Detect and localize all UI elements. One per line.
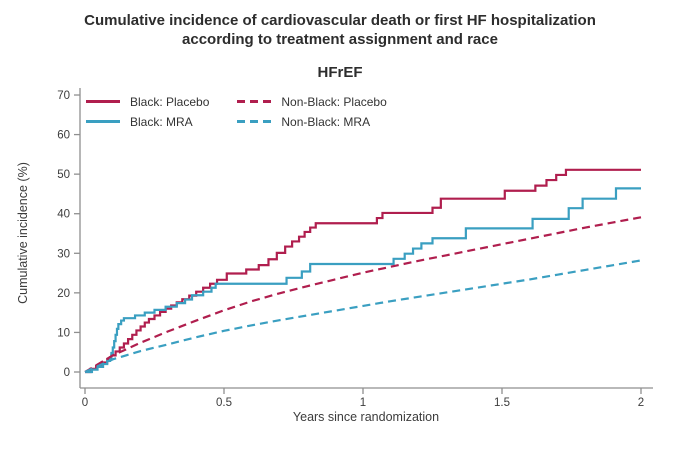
x-tick-label: 0.5 — [216, 397, 232, 409]
chart-subtitle: HFrEF — [317, 63, 363, 81]
x-axis-title: Years since randomization — [293, 410, 439, 424]
legend-solid-line-swatch — [86, 120, 120, 123]
legend-item-black-mra: Black: MRA — [86, 114, 209, 129]
legend-label: Non-Black: MRA — [281, 114, 371, 129]
legend-dashed-line-swatch — [237, 100, 272, 103]
y-tick-label: 40 — [57, 209, 70, 221]
x-tick-label: 2 — [638, 397, 644, 409]
series-line-black-placebo — [85, 168, 641, 374]
legend-label: Black: MRA — [130, 114, 193, 129]
y-tick-label: 30 — [57, 248, 70, 260]
legend-item-black-placebo: Black: Placebo — [86, 94, 209, 109]
legend-dashed-line-swatch — [237, 120, 272, 123]
legend-label: Non-Black: Placebo — [281, 94, 387, 109]
y-tick-label: 70 — [57, 90, 70, 102]
x-tick-label: 0 — [82, 397, 88, 409]
series-line-black-mra — [85, 187, 641, 374]
y-axis-title: Cumulative incidence (%) — [16, 162, 30, 304]
chart-title: Cumulative incidence of cardiovascular d… — [84, 12, 596, 48]
legend-label: Black: Placebo — [130, 94, 210, 109]
legend-item-non-black-placebo: Non-Black: Placebo — [237, 94, 387, 109]
y-tick-label: 50 — [57, 169, 70, 181]
y-tick-label: 60 — [57, 130, 70, 142]
series-line-non-black-mra — [84, 259, 642, 374]
y-tick-label: 10 — [57, 327, 70, 339]
x-tick-label: 1.5 — [494, 397, 510, 409]
y-tick-label: 0 — [64, 367, 70, 379]
x-tick-label: 1 — [360, 397, 366, 409]
series-line-non-black-placebo — [84, 216, 642, 373]
legend-item-non-black-mra: Non-Black: MRA — [237, 114, 386, 129]
chart-legend: Black: Placebo Black: MRA Non-Black: Place… — [86, 94, 387, 129]
y-tick-label: 20 — [57, 288, 70, 300]
legend-solid-line-swatch — [86, 100, 120, 103]
